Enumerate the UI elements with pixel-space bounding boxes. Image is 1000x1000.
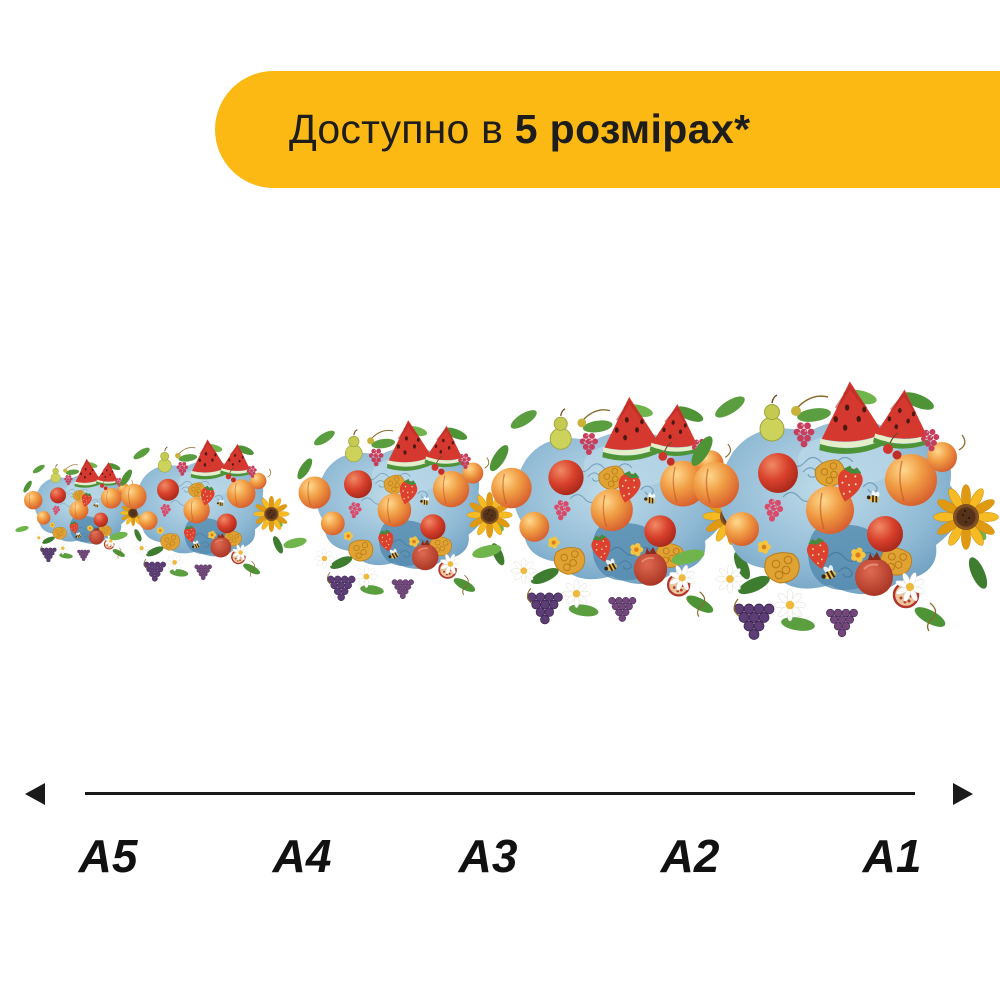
banner-text-bold: 5 розмірах* bbox=[514, 106, 751, 152]
puzzle-size-a2 bbox=[471, 395, 760, 624]
banner-text-regular: Доступно в bbox=[289, 106, 515, 152]
size-label-a1: A1 bbox=[862, 830, 922, 882]
scale-right-arrow-icon bbox=[953, 783, 973, 805]
size-label-a5: A5 bbox=[78, 830, 138, 882]
scale-line bbox=[85, 792, 915, 795]
size-label-a2: A2 bbox=[660, 830, 720, 882]
availability-banner: Доступно в 5 розмірах* bbox=[215, 71, 1000, 188]
scale-left-arrow-icon bbox=[25, 783, 45, 805]
puzzle-size-a3 bbox=[282, 419, 512, 601]
availability-banner-text: Доступно в 5 розмірах* bbox=[289, 106, 751, 153]
size-label-a3: A3 bbox=[458, 830, 518, 882]
size-label-a4: A4 bbox=[272, 830, 332, 882]
